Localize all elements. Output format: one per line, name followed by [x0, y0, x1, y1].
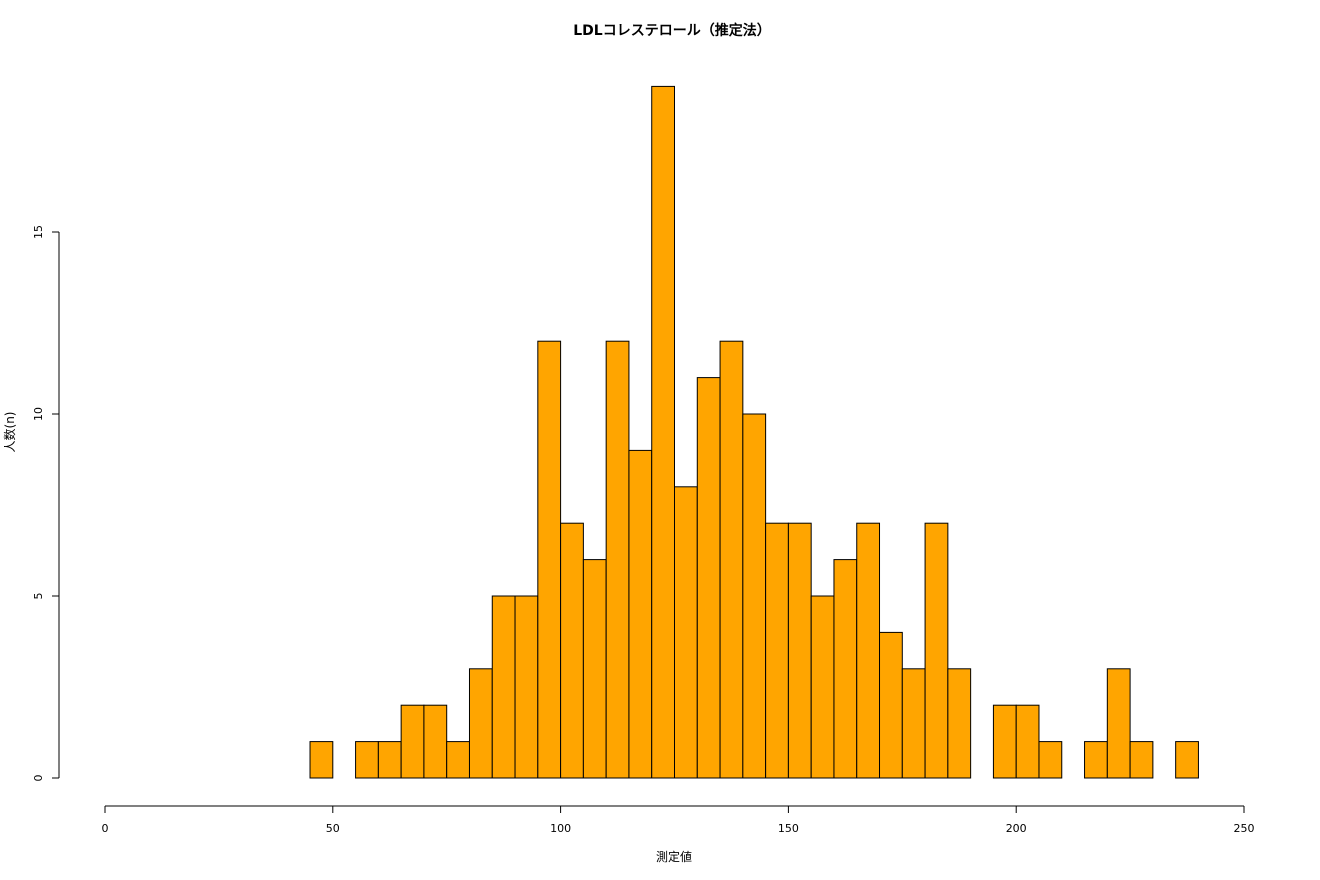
histogram-bar — [628, 449, 653, 779]
histogram-bar — [651, 85, 675, 779]
histogram-bar — [400, 704, 425, 779]
histogram-bar — [560, 522, 584, 779]
histogram-bar — [879, 631, 903, 779]
y-tick-label: 15 — [32, 225, 45, 239]
histogram-bar — [992, 704, 1017, 779]
histogram-bar — [355, 741, 379, 779]
histogram-bar — [787, 522, 812, 779]
chart-title: LDLコレステロール（推定法） — [573, 22, 770, 39]
x-axis-title: 測定値 — [656, 849, 692, 864]
histogram-bar — [309, 741, 334, 779]
x-axis: 0 50 100 150 200 250 — [102, 805, 1255, 835]
histogram-bar — [856, 522, 881, 779]
histogram-bar — [377, 741, 402, 779]
histogram-bar — [537, 340, 562, 779]
histogram-bar — [719, 340, 744, 779]
x-tick-label: 0 — [102, 822, 109, 835]
histogram-bar — [1106, 668, 1131, 779]
histogram-bar — [605, 340, 630, 779]
bars-group — [309, 85, 1199, 779]
y-tick-label: 0 — [32, 775, 45, 782]
histogram-bar — [491, 595, 516, 779]
x-tick-label: 250 — [1234, 822, 1255, 835]
y-axis: 0 5 10 15 — [32, 225, 60, 782]
histogram-bar — [1129, 741, 1154, 779]
histogram-bar — [582, 559, 607, 779]
histogram-bar — [514, 595, 539, 779]
x-tick-label: 50 — [326, 822, 340, 835]
histogram-bar — [765, 522, 789, 779]
histogram-bar — [1084, 741, 1108, 779]
y-tick-label: 10 — [32, 407, 45, 421]
histogram-bar — [446, 741, 470, 779]
histogram-bar — [468, 668, 493, 779]
x-tick-label: 200 — [1006, 822, 1027, 835]
x-tick-label: 100 — [550, 822, 571, 835]
histogram-bar — [833, 559, 858, 779]
histogram-bar — [674, 486, 698, 779]
histogram-bar — [1015, 704, 1040, 779]
histogram-bar — [742, 413, 767, 779]
histogram-bar — [1175, 741, 1199, 779]
x-tick-label: 150 — [778, 822, 799, 835]
histogram-bar — [924, 522, 949, 779]
histogram-bar — [423, 704, 448, 779]
y-axis-title: 人数(n) — [2, 412, 17, 453]
histogram-bar — [901, 668, 926, 779]
histogram-bar — [810, 595, 835, 779]
histogram-bar — [1038, 741, 1063, 779]
histogram-bar — [696, 377, 721, 779]
y-tick-label: 5 — [32, 593, 45, 600]
histogram-bar — [947, 668, 972, 779]
